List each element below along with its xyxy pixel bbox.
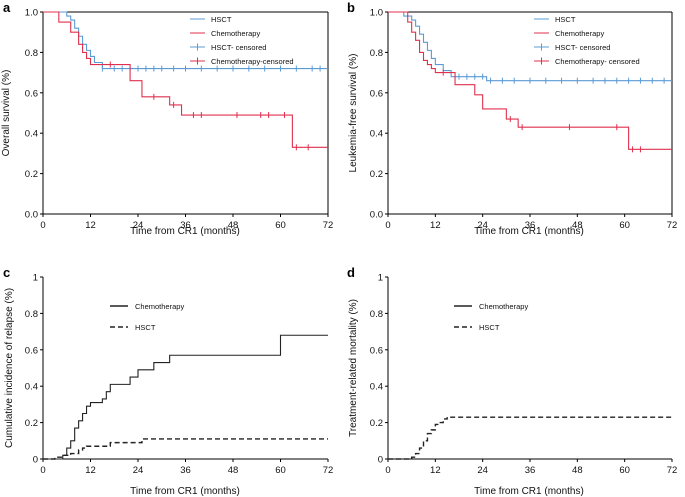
legend-label-chemotherapy-censored: Chemotherapy-censored	[211, 57, 294, 66]
x-tick-label: 24	[477, 465, 488, 476]
panel-label-a: a	[3, 0, 11, 15]
legend: HSCT Chemotherapy HSCT- censored Chemoth…	[190, 15, 294, 66]
y-tick-label: 0.2	[370, 418, 383, 429]
y-axis-label: Treatment-related mortality (%)	[348, 299, 359, 437]
y-tick-label: 0.8	[370, 48, 383, 59]
x-tick-label: 48	[572, 220, 583, 231]
x-tick-label: 0	[385, 220, 390, 231]
legend: Chemotherapy HSCT	[454, 302, 528, 332]
legend-label-hsct: HSCT	[479, 323, 500, 332]
legend-label-hsct-censored: HSCT- censored	[211, 43, 266, 52]
x-tick-label: 36	[525, 465, 536, 476]
legend-label-chemotherapy-censored: Chemotherapy- censored	[555, 57, 640, 66]
y-tick-label: 0.8	[370, 309, 383, 320]
x-tick-label: 72	[667, 220, 678, 231]
y-tick-label: 0.8	[25, 309, 38, 320]
x-tick-label: 0	[385, 465, 390, 476]
y-tick-label: 0.6	[25, 88, 38, 99]
legend-label-chemotherapy: Chemotherapy	[555, 29, 604, 38]
panel-c-cumulative-incidence-of-relapse: Time from CR1 (months) Cumulative incide…	[4, 273, 333, 497]
y-tick-label: 0	[33, 455, 38, 466]
legend: Chemotherapy HSCT	[110, 302, 184, 332]
series-line-hsct	[43, 11, 328, 70]
panel-label-b: b	[347, 0, 355, 15]
y-tick-label: 0.6	[370, 88, 383, 99]
legend-label-hsct: HSCT	[211, 15, 232, 24]
x-tick-label: 48	[572, 465, 583, 476]
x-tick-label: 0	[40, 220, 45, 231]
y-tick-label: 0.8	[25, 48, 38, 59]
x-tick-label: 12	[85, 220, 96, 231]
x-tick-label: 0	[40, 465, 45, 476]
y-tick-label: 1	[33, 273, 38, 284]
y-tick-label: 1	[378, 273, 383, 284]
y-tick-label: 0.6	[370, 345, 383, 356]
x-tick-label: 36	[180, 465, 191, 476]
series-line-chemotherapy	[388, 11, 672, 150]
x-tick-label: 24	[133, 465, 144, 476]
legend-label-chemotherapy: Chemotherapy	[211, 29, 260, 38]
y-tick-label: 0.4	[370, 129, 383, 140]
series-line-chemotherapy	[43, 11, 328, 148]
x-tick-label: 24	[477, 220, 488, 231]
y-tick-label: 0.2	[25, 169, 38, 180]
y-tick-label: 0.2	[370, 169, 383, 180]
y-tick-label: 0	[378, 455, 383, 466]
y-tick-label: 0.4	[25, 382, 38, 393]
y-tick-label: 0.0	[25, 210, 38, 221]
y-tick-label: 1.0	[370, 8, 383, 19]
x-tick-label: 36	[180, 220, 191, 231]
x-tick-label: 60	[275, 465, 286, 476]
panel-b-leukemia-free-survival: Time from CR1 (months) Leukemia-free sur…	[348, 8, 677, 238]
legend-label-hsct-censored: HSCT- censored	[555, 43, 610, 52]
legend-label-chemotherapy: Chemotherapy	[479, 302, 528, 311]
x-tick-label: 12	[85, 465, 96, 476]
y-axis-label: Overall survival (%)	[1, 70, 12, 157]
y-tick-label: 0.6	[25, 345, 38, 356]
legend-label-chemotherapy: Chemotherapy	[135, 302, 184, 311]
x-tick-label: 12	[430, 465, 441, 476]
x-tick-label: 48	[228, 220, 239, 231]
x-tick-label: 72	[323, 465, 334, 476]
y-axis-label: Cumulative incidence of relapse (%)	[4, 288, 15, 448]
y-tick-label: 0.2	[25, 418, 38, 429]
y-tick-label: 0.4	[370, 382, 383, 393]
series-line-hsct	[388, 11, 672, 82]
x-tick-label: 72	[667, 465, 678, 476]
x-axis-label: Time from CR1 (months)	[130, 486, 240, 497]
y-tick-label: 0.0	[370, 210, 383, 221]
axes: 0 12 24 36 48 60 72 0 0.2 0.4 0.6 0.8 1	[370, 273, 678, 477]
y-tick-label: 1.0	[25, 8, 38, 19]
x-tick-label: 60	[275, 220, 286, 231]
x-tick-label: 60	[619, 220, 630, 231]
x-tick-label: 24	[133, 220, 144, 231]
x-tick-label: 60	[619, 465, 630, 476]
y-axis-label: Leukemia-free survival (%)	[348, 54, 359, 173]
series-line-hsct	[43, 438, 328, 460]
x-tick-label: 72	[323, 220, 334, 231]
x-axis-label: Time from CR1 (months)	[474, 226, 584, 237]
panel-d-treatment-related-mortality: Time from CR1 (months) Treatment-related…	[348, 273, 677, 497]
x-tick-label: 12	[430, 220, 441, 231]
x-axis-label: Time from CR1 (months)	[130, 226, 240, 237]
axes: 0 12 24 36 48 60 72 0 0.2 0.4 0.6 0.8 1	[25, 273, 334, 477]
panel-a-overall-survival: Time from CR1 (months) Overall survival …	[1, 8, 333, 238]
x-axis-label: Time from CR1 (months)	[474, 486, 584, 497]
legend-label-hsct: HSCT	[135, 323, 156, 332]
legend: HSCT Chemotherapy HSCT- censored Chemoth…	[534, 15, 640, 66]
legend-label-hsct: HSCT	[555, 15, 576, 24]
axes: 0 12 24 36 48 60 72 0.0 0.2 0.4 0.6 0.8 1.0	[25, 8, 334, 232]
panel-label-d: d	[347, 265, 355, 280]
panel-label-c: c	[3, 265, 10, 280]
x-tick-label: 48	[228, 465, 239, 476]
series-line-chemotherapy	[43, 334, 328, 460]
x-tick-label: 36	[525, 220, 536, 231]
y-tick-label: 0.4	[25, 129, 38, 140]
axes: 0 12 24 36 48 60 72 0.0 0.2 0.4 0.6 0.8 1.0	[370, 8, 678, 232]
series-line-hsct	[388, 416, 672, 460]
